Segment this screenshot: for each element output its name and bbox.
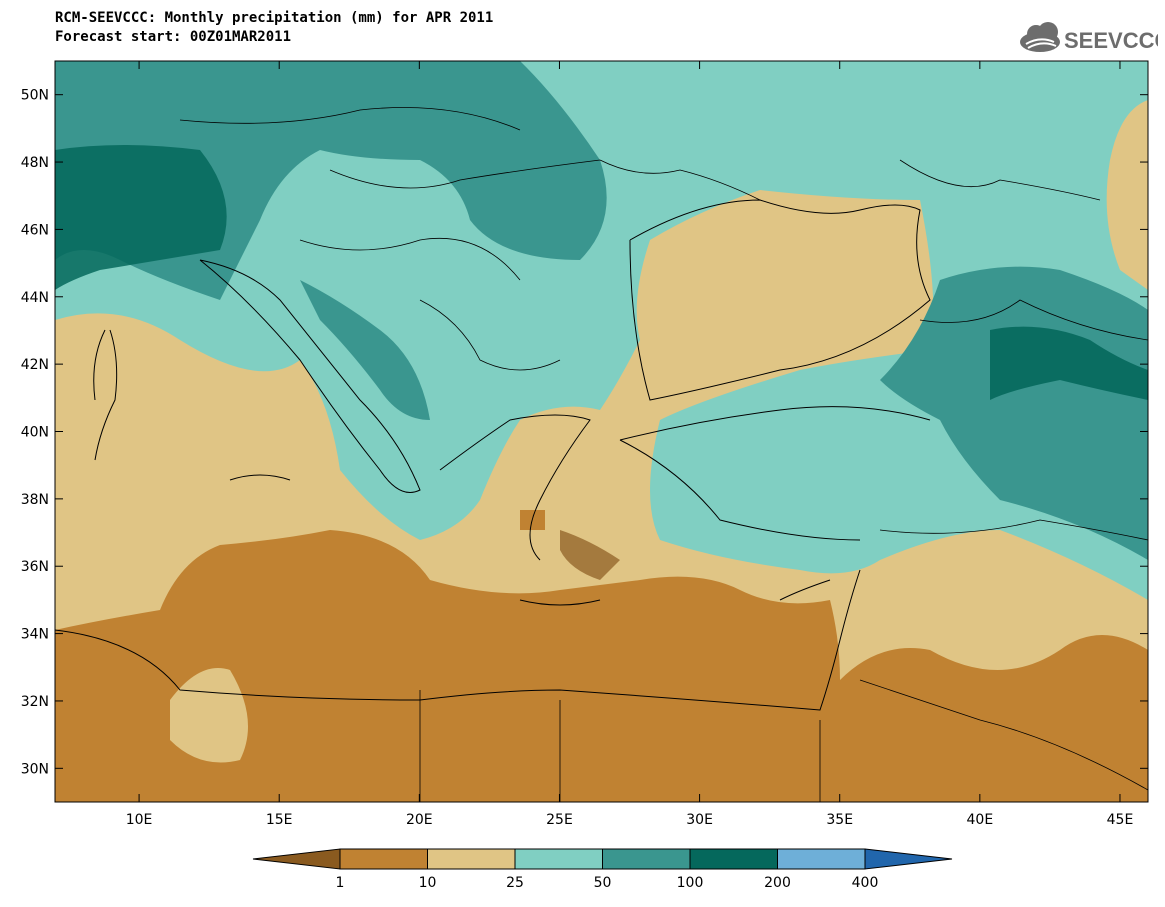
lat-tick-label: 44N [21, 290, 49, 306]
colorbar-segment [339, 848, 428, 870]
forecast-start: Forecast start: 00Z01MAR2011 [55, 29, 292, 45]
lat-tick-label: 30N [21, 761, 49, 777]
colorbar-segment [602, 848, 691, 870]
colorbar: 1 10 25 50 100 200 400 [252, 848, 953, 891]
lat-tick-label: 36N [21, 559, 49, 575]
colorbar-segment [689, 848, 778, 870]
colorbar-label: 100 [677, 875, 704, 891]
borders [179, 107, 1148, 802]
cloud-icon [1020, 22, 1060, 52]
logo-text: SEEVCCC [1064, 28, 1158, 53]
lat-tick-label: 40N [21, 425, 49, 441]
lat-tick-label: 46N [21, 222, 49, 238]
lat-tick-label: 34N [21, 627, 49, 643]
lat-tick-label: 50N [21, 88, 49, 104]
colorbar-low-extend [252, 848, 341, 870]
map-title: RCM-SEEVCCC: Monthly precipitation (mm) … [55, 10, 494, 26]
colorbar-label: 1 [336, 875, 345, 891]
precip-fields [55, 61, 1148, 802]
lon-tick-label: 40E [967, 812, 994, 828]
colorbar-segment [427, 848, 516, 870]
lon-tick-label: 25E [546, 812, 573, 828]
colorbar-label: 10 [419, 875, 437, 891]
lat-tick-label: 32N [21, 694, 49, 710]
coastlines [55, 199, 931, 711]
lon-tick-label: 15E [266, 812, 293, 828]
colorbar-label: 400 [852, 875, 879, 891]
seevccc-logo: SEEVCCC [1020, 22, 1158, 53]
colorbar-high-extend [864, 848, 953, 870]
lat-tick-label: 48N [21, 155, 49, 171]
lat-tick-label: 38N [21, 492, 49, 508]
lon-tick-label: 35E [826, 812, 853, 828]
lon-tick-label: 30E [686, 812, 713, 828]
colorbar-label: 200 [764, 875, 791, 891]
colorbar-label: 50 [594, 875, 612, 891]
lon-tick-label: 10E [126, 812, 153, 828]
colorbar-segment [514, 848, 603, 870]
latitude-axis: 50N 48N 46N 44N 42N 40N 38N 36N 34N 32N 30N [21, 88, 1148, 777]
lon-tick-label: 20E [406, 812, 433, 828]
lat-tick-label: 42N [21, 357, 49, 373]
longitude-axis: 10E 15E 20E 25E 30E 35E 40E 45E [126, 61, 1134, 828]
colorbar-segment [777, 848, 866, 870]
lon-tick-label: 45E [1107, 812, 1134, 828]
colorbar-label: 25 [506, 875, 524, 891]
